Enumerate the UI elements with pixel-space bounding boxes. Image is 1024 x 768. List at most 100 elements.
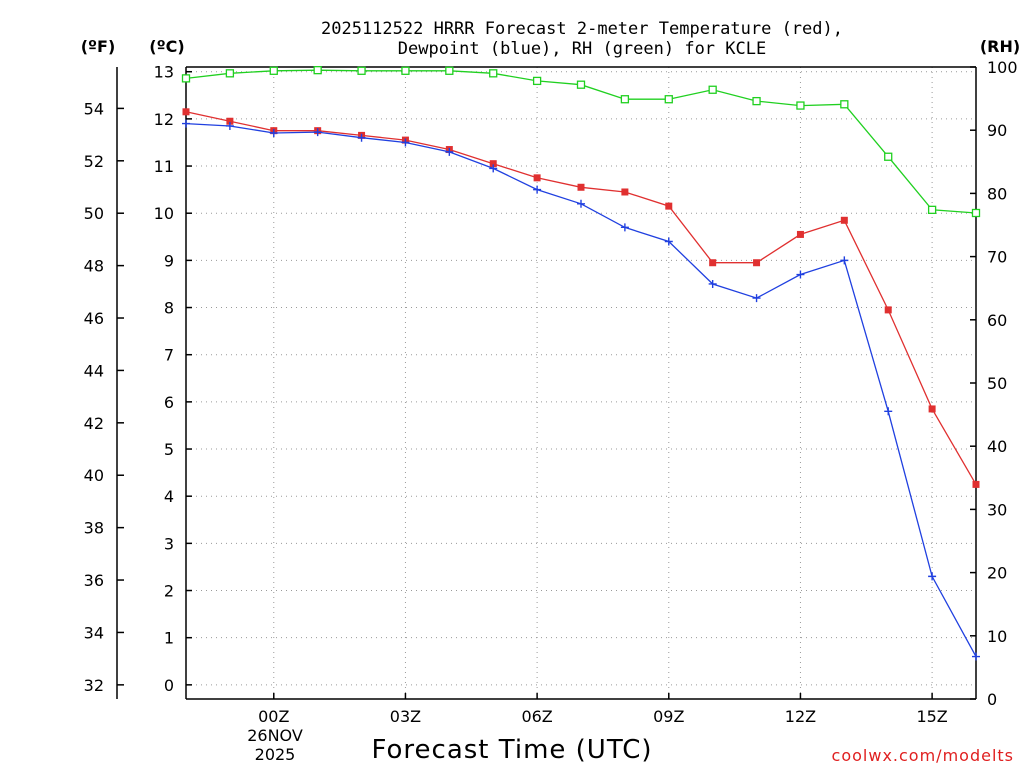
rh-tick-label: 70 — [987, 248, 1007, 267]
grid-lines — [186, 67, 976, 699]
rh-point — [181, 74, 191, 83]
rh-point — [313, 66, 322, 75]
fahrenheit-tick-label: 40 — [84, 466, 104, 485]
celsius-tick-label: 12 — [154, 110, 174, 129]
celsius-tick-label: 3 — [164, 534, 174, 553]
celsius-tick-label: 7 — [164, 346, 174, 365]
rh-point — [620, 95, 630, 104]
temperature-point — [709, 259, 717, 267]
dewpoint-point — [664, 237, 673, 246]
celsius-tick-label: 13 — [154, 63, 174, 82]
celsius-tick-label: 10 — [154, 204, 174, 223]
celsius-tick-label: 4 — [164, 487, 174, 506]
rh-point — [884, 152, 893, 161]
rh-tick-label: 90 — [987, 121, 1007, 140]
date-label-line-1: 26NOV — [247, 726, 303, 745]
rh-point — [401, 66, 410, 75]
rh-tick-label: 60 — [987, 311, 1007, 330]
dewpoint-point — [884, 407, 893, 416]
dewpoint-point — [489, 164, 498, 173]
rh-axis-label: (RH) — [980, 37, 1020, 56]
dewpoint-point — [620, 223, 629, 232]
dewpoint-point — [708, 279, 717, 288]
fahrenheit-tick-label: 52 — [84, 152, 104, 171]
temperature-point — [796, 230, 804, 238]
fahrenheit-tick-label: 44 — [84, 361, 104, 380]
dewpoint-point — [840, 256, 849, 265]
rh-tick-label: 0 — [987, 690, 997, 709]
rh-point — [927, 205, 937, 214]
celsius-tick-label: 2 — [164, 582, 174, 601]
fahrenheit-tick-label: 38 — [84, 519, 104, 538]
temperature-line — [185, 111, 977, 485]
dewpoint-point — [401, 138, 410, 147]
celsius-tick-label: 5 — [164, 440, 174, 459]
rh-point — [708, 85, 717, 94]
temperature-point — [884, 306, 892, 314]
x-tick-label: 15Z — [916, 707, 947, 726]
dewpoint-point — [445, 147, 454, 156]
fahrenheit-tick-label: 36 — [84, 571, 104, 590]
temperature-point — [182, 108, 190, 116]
rh-point — [445, 66, 454, 75]
temperature-point — [533, 174, 541, 182]
x-tick-label: 00Z — [258, 707, 289, 726]
temperature-point — [840, 216, 848, 224]
credit-text: coolwx.com/modelts — [832, 746, 1014, 765]
chart-axes — [116, 66, 977, 700]
celsius-tick-label: 11 — [154, 157, 174, 176]
dewpoint-point — [928, 572, 937, 581]
rh-point — [840, 100, 849, 109]
temperature-point — [226, 117, 234, 125]
celsius-tick-label: 6 — [164, 393, 174, 412]
chart-title-line-2: Dewpoint (blue), RH (green) for KCLE — [398, 39, 766, 59]
temperature-point — [621, 188, 629, 196]
celsius-tick-label: 0 — [164, 676, 174, 695]
fahrenheit-tick-label: 46 — [84, 309, 104, 328]
rh-point — [225, 69, 235, 78]
dewpoint-point — [269, 129, 278, 138]
rh-point — [489, 69, 498, 78]
fahrenheit-tick-label: 50 — [84, 204, 104, 223]
rh-line — [185, 69, 977, 214]
rh-tick-label: 80 — [987, 184, 1007, 203]
rh-point — [576, 80, 586, 89]
fahrenheit-axis-label: (ºF) — [81, 37, 116, 56]
rh-point — [357, 66, 366, 75]
celsius-tick-label: 9 — [164, 251, 174, 270]
rh-point — [796, 101, 805, 110]
x-axis-label: Forecast Time (UTC) — [371, 735, 652, 765]
dewpoint-point — [577, 199, 585, 208]
temperature-point — [928, 405, 936, 413]
temperature-point — [489, 160, 497, 168]
dewpoint-point — [313, 128, 322, 137]
dewpoint-point — [225, 121, 234, 130]
rh-point — [532, 76, 542, 86]
date-label-line-2: 2025 — [255, 745, 296, 764]
dewpoint-point — [357, 133, 366, 142]
fahrenheit-tick-label: 32 — [84, 676, 104, 695]
fahrenheit-tick-label: 48 — [84, 257, 104, 276]
celsius-tick-label: 8 — [164, 299, 174, 318]
x-tick-label: 03Z — [390, 707, 421, 726]
rh-tick-label: 30 — [987, 500, 1007, 519]
dewpoint-point — [182, 119, 190, 128]
chart-title-line-1: 2025112522 HRRR Forecast 2-meter Tempera… — [321, 19, 843, 39]
temperature-point — [577, 183, 585, 191]
celsius-axis-label: (ºC) — [149, 37, 184, 56]
dewpoint-point — [796, 270, 805, 279]
x-tick-label: 06Z — [521, 707, 552, 726]
rh-point — [971, 208, 981, 218]
fahrenheit-tick-label: 42 — [84, 414, 104, 433]
temperature-point — [972, 480, 980, 488]
temperature-point — [665, 202, 673, 210]
dewpoint-point — [972, 652, 980, 661]
dewpoint-point — [533, 185, 542, 194]
tick-labels: 3234363840424446485052540123456789101112… — [84, 58, 1018, 726]
rh-point — [269, 66, 278, 75]
x-tick-label: 09Z — [653, 707, 684, 726]
rh-point — [752, 96, 761, 106]
rh-tick-label: 100 — [987, 58, 1018, 77]
fahrenheit-tick-label: 54 — [84, 99, 104, 118]
rh-tick-label: 10 — [987, 627, 1007, 646]
